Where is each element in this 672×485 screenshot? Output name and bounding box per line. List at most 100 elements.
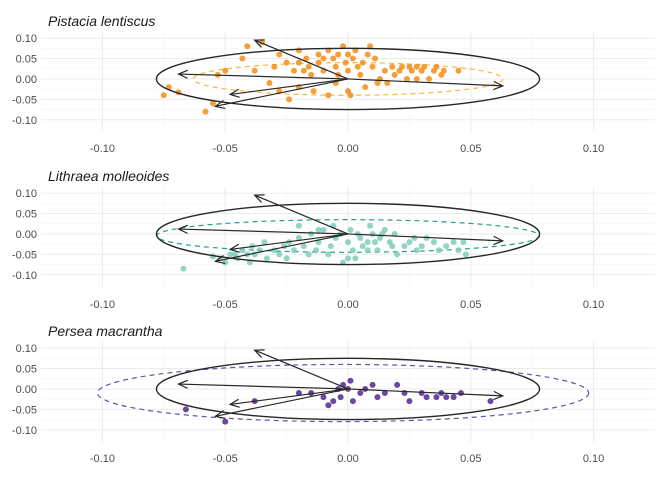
data-point	[315, 51, 322, 58]
grid	[41, 187, 655, 287]
data-point	[266, 80, 273, 87]
data-point	[384, 80, 391, 87]
data-point	[222, 418, 229, 425]
panel-1: Pistacia lentiscus -0.10 -0.05 0.00 0.05 0.10…	[12, 13, 655, 155]
x-tick-label: -0.05	[213, 299, 238, 311]
grid	[41, 342, 655, 442]
data-point	[295, 222, 302, 229]
arrow-head	[177, 69, 189, 79]
data-point	[406, 398, 413, 405]
y-tick-label: -0.05	[12, 404, 37, 416]
y-tick-label: -0.10	[12, 270, 37, 282]
panel-3: Persea macrantha -0.10 -0.05 0.00 0.05 0.10 0.…	[12, 323, 655, 465]
y-tick-label: 0.10	[16, 343, 37, 355]
data-point	[303, 55, 310, 62]
arrow-head	[253, 194, 265, 203]
y-tick-label: 0.10	[16, 33, 37, 45]
data-point	[450, 394, 457, 401]
data-point	[325, 251, 332, 258]
arrow-head	[493, 235, 505, 246]
data-point	[443, 243, 450, 250]
data-point	[315, 59, 322, 66]
data-point	[450, 239, 457, 246]
x-tick-label: -0.10	[90, 299, 115, 311]
data-point	[349, 247, 356, 254]
data-point	[389, 243, 396, 250]
y-tick-label: -0.10	[12, 115, 37, 127]
data-point	[374, 247, 381, 254]
loading-arrow	[253, 39, 349, 80]
arrow-head	[213, 409, 226, 420]
data-point	[320, 55, 327, 62]
data-point	[227, 251, 234, 258]
data-point	[369, 381, 376, 388]
data-point	[423, 394, 430, 401]
data-point	[426, 75, 433, 82]
data-point	[381, 390, 388, 397]
x-tick-label: 0.05	[460, 143, 481, 155]
data-point	[244, 43, 251, 50]
data-point	[295, 390, 302, 397]
species-ellipse	[96, 363, 590, 423]
data-point	[300, 67, 307, 74]
data-point	[460, 239, 467, 246]
data-point	[286, 96, 293, 103]
data-point	[357, 235, 364, 242]
data-point	[418, 243, 425, 250]
data-point	[403, 75, 410, 82]
panel-title: Lithraea molleoides	[48, 168, 169, 184]
x-tick-label: 0.10	[583, 299, 604, 311]
data-point	[362, 385, 369, 392]
y-tick-label: 0.00	[16, 74, 37, 86]
arrow-head	[213, 254, 226, 265]
x-tick-label: 0.05	[460, 299, 481, 311]
x-tick-label: 0.00	[337, 299, 358, 311]
loading-arrow	[177, 379, 349, 390]
data-point	[369, 230, 376, 237]
loading-arrow	[253, 349, 349, 390]
loading-arrow	[228, 388, 349, 408]
arrow-head	[493, 390, 505, 401]
data-point	[330, 55, 337, 62]
x-tick-label: -0.10	[90, 143, 115, 155]
data-point	[239, 247, 246, 254]
data-point	[330, 398, 337, 405]
reference-ellipse	[155, 47, 541, 111]
arrow-head	[228, 243, 240, 253]
arrow-head	[228, 398, 240, 408]
loading-arrow	[213, 78, 349, 110]
x-tick-label: 0.05	[460, 453, 481, 465]
data-point	[263, 255, 270, 262]
data-point	[364, 51, 371, 58]
y-tick-label: 0.05	[16, 54, 37, 66]
data-point	[352, 255, 359, 262]
data-point	[308, 71, 315, 78]
loading-arrow	[228, 233, 349, 253]
data-point	[443, 394, 450, 401]
data-point	[430, 239, 437, 246]
y-tick-label: 0.10	[16, 188, 37, 200]
data-point	[455, 67, 462, 74]
data-point	[222, 67, 229, 74]
arrow-head	[213, 99, 226, 110]
data-point	[401, 243, 408, 250]
data-point	[290, 247, 297, 254]
data-point	[354, 63, 361, 70]
data-point	[391, 71, 398, 78]
loading-arrow	[253, 194, 349, 235]
x-tick-label: 0.00	[337, 453, 358, 465]
data-point	[283, 255, 290, 262]
y-tick-label: -0.05	[12, 249, 37, 261]
x-tick-label: -0.05	[213, 143, 238, 155]
loading-arrow	[177, 224, 349, 235]
arrow-head	[228, 88, 240, 98]
data-point	[349, 55, 356, 62]
y-tick-label: 0.05	[16, 364, 37, 376]
arrow-head	[177, 224, 189, 234]
x-tick-label: -0.05	[213, 453, 238, 465]
data-point	[345, 255, 351, 262]
data-point	[455, 247, 462, 254]
data-point	[160, 92, 167, 99]
